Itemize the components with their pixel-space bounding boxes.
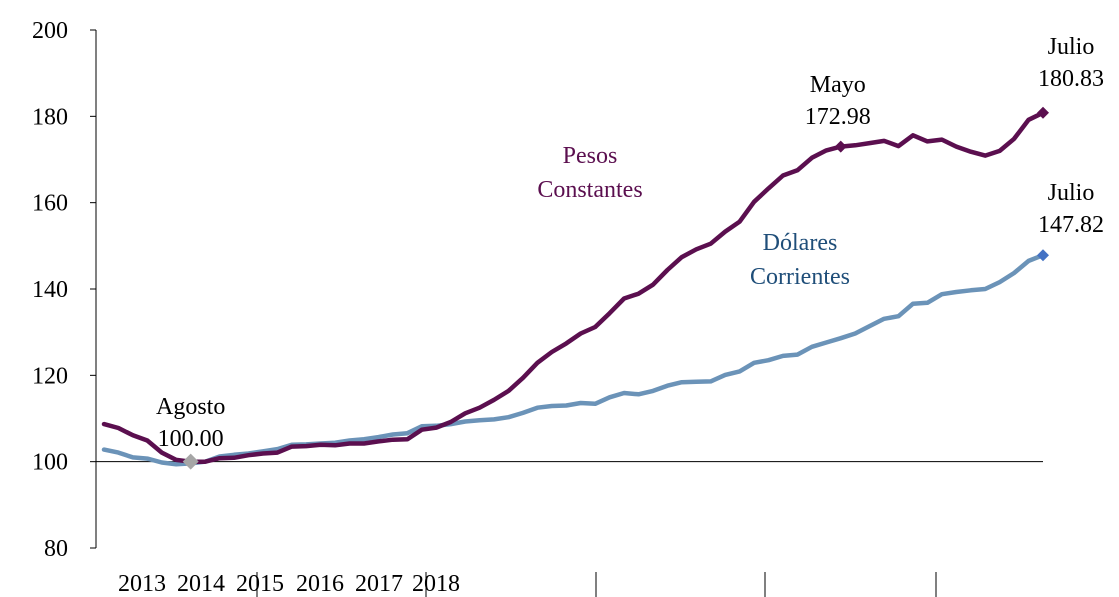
x-tick-label: 2013 [118,571,166,597]
y-tick-label: 200 [32,18,68,44]
y-tick-label: 80 [44,536,68,562]
x-tick-label: 2014 [177,571,225,597]
annotation-value: 100.00 [158,426,224,452]
annotation-label: Mayo [810,72,866,98]
series-label-pesos-constantes: Pesos [563,143,618,169]
y-tick-label: 180 [32,104,68,130]
annotation-label: Julio [1048,34,1095,60]
annotation-label: Agosto [156,394,225,420]
x-tick-label: 2016 [296,571,344,597]
series-line-dolares-corrientes [104,255,1043,464]
series-label-dolares-corrientes: Dólares [763,230,838,256]
annotation-value: 147.82 [1038,212,1104,238]
series-label-dolares-corrientes: Corrientes [750,264,850,290]
x-tick-label: 2018 [412,571,460,597]
annotation-value: 172.98 [805,104,871,130]
x-tick-label: 2015 [236,571,284,597]
annotation-label: Julio [1048,180,1095,206]
x-tick-label: 2017 [355,571,403,597]
y-tick-label: 100 [32,450,68,476]
data-marker-julio [1037,249,1049,261]
series-label-pesos-constantes: Constantes [537,177,642,203]
y-tick-label: 160 [32,191,68,217]
data-marker-mayo [835,141,847,153]
y-tick-label: 140 [32,277,68,303]
y-tick-label: 120 [32,363,68,389]
annotation-value: 180.83 [1038,66,1104,92]
data-marker-agosto [183,454,199,470]
